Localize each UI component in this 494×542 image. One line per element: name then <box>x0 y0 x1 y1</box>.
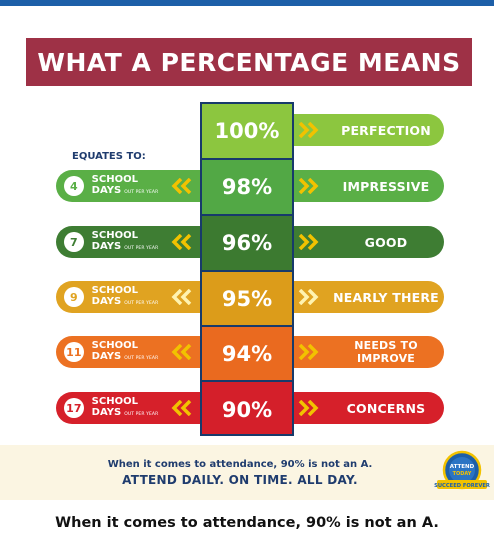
message-line-1: When it comes to attendance, 90% is not … <box>107 459 373 470</box>
chevron-left-icon <box>161 170 194 202</box>
days-pill-4: 4 SCHOOL DAYS OUT PER YEAR <box>56 170 200 202</box>
label-text: IMPRESSIVE <box>342 178 430 194</box>
chevron-right-icon <box>294 392 332 424</box>
days-count: 17 <box>64 398 84 418</box>
equates-label: EQUATES TO: <box>72 151 146 162</box>
attend-today-logo: ATTEND TODAY SUCCEED FOREVER <box>434 449 490 495</box>
label-pill-perfection: PERFECTION <box>294 114 444 146</box>
chevron-right-icon <box>294 336 332 368</box>
school-days-text: SCHOOL DAYS OUT PER YEAR <box>91 285 159 307</box>
label-pill-needs-to-improve: NEEDS TO IMPROVE <box>294 336 444 368</box>
school-days-text: SCHOOL DAYS OUT PER YEAR <box>91 230 159 252</box>
days-pill-9: 9 SCHOOL DAYS OUT PER YEAR <box>56 281 200 313</box>
label-text: PERFECTION <box>341 122 431 138</box>
days-pill-17: 17 SCHOOL DAYS OUT PER YEAR <box>56 392 200 424</box>
chevron-left-icon <box>161 281 194 313</box>
message-line-2: ATTEND DAILY. ON TIME. ALL DAY. <box>122 473 358 487</box>
svg-text:TODAY: TODAY <box>453 471 472 477</box>
chevron-left-icon <box>161 336 194 368</box>
top-accent-bar <box>0 0 494 6</box>
school-days-text: SCHOOL DAYS OUT PER YEAR <box>91 340 159 362</box>
pct-cell-96: 96% <box>202 216 292 272</box>
pct-cell-95: 95% <box>202 272 292 327</box>
label-text: GOOD <box>364 234 408 250</box>
pct-cell-98: 98% <box>202 160 292 216</box>
label-pill-impressive: IMPRESSIVE <box>294 170 444 202</box>
label-text: NEEDS TO IMPROVE <box>354 339 418 365</box>
label-pill-good: GOOD <box>294 226 444 258</box>
days-count: 7 <box>64 232 84 252</box>
days-count: 9 <box>64 287 84 307</box>
school-days-text: SCHOOL DAYS OUT PER YEAR <box>91 174 159 196</box>
chevron-right-icon <box>294 226 332 258</box>
svg-text:ATTEND: ATTEND <box>450 464 475 470</box>
pct-cell-100: 100% <box>202 104 292 160</box>
chevron-left-icon <box>161 226 194 258</box>
school-days-text: SCHOOL DAYS OUT PER YEAR <box>91 396 159 418</box>
pct-cell-94: 94% <box>202 327 292 382</box>
chevron-left-icon <box>161 392 194 424</box>
message-panel: When it comes to attendance, 90% is not … <box>0 445 494 500</box>
chevron-right-icon <box>294 114 332 146</box>
days-pill-7: 7 SCHOOL DAYS OUT PER YEAR <box>56 226 200 258</box>
days-count: 11 <box>64 342 84 362</box>
label-pill-concerns: CONCERNS <box>294 392 444 424</box>
percentage-column: 100% 98% 96% 95% 94% 90% <box>200 102 294 436</box>
chevron-right-icon <box>294 281 332 313</box>
svg-text:SUCCEED FOREVER: SUCCEED FOREVER <box>434 483 490 489</box>
label-pill-nearly-there: NEARLY THERE <box>294 281 444 313</box>
caption-text: When it comes to attendance, 90% is not … <box>55 515 439 531</box>
days-count: 4 <box>64 176 84 196</box>
days-pill-11: 11 SCHOOL DAYS OUT PER YEAR <box>56 336 200 368</box>
pct-cell-90: 90% <box>202 382 292 434</box>
page-title: WHAT A PERCENTAGE MEANS <box>26 38 472 86</box>
label-text: CONCERNS <box>346 400 426 416</box>
label-text: NEARLY THERE <box>333 289 439 305</box>
chevron-right-icon <box>294 170 332 202</box>
